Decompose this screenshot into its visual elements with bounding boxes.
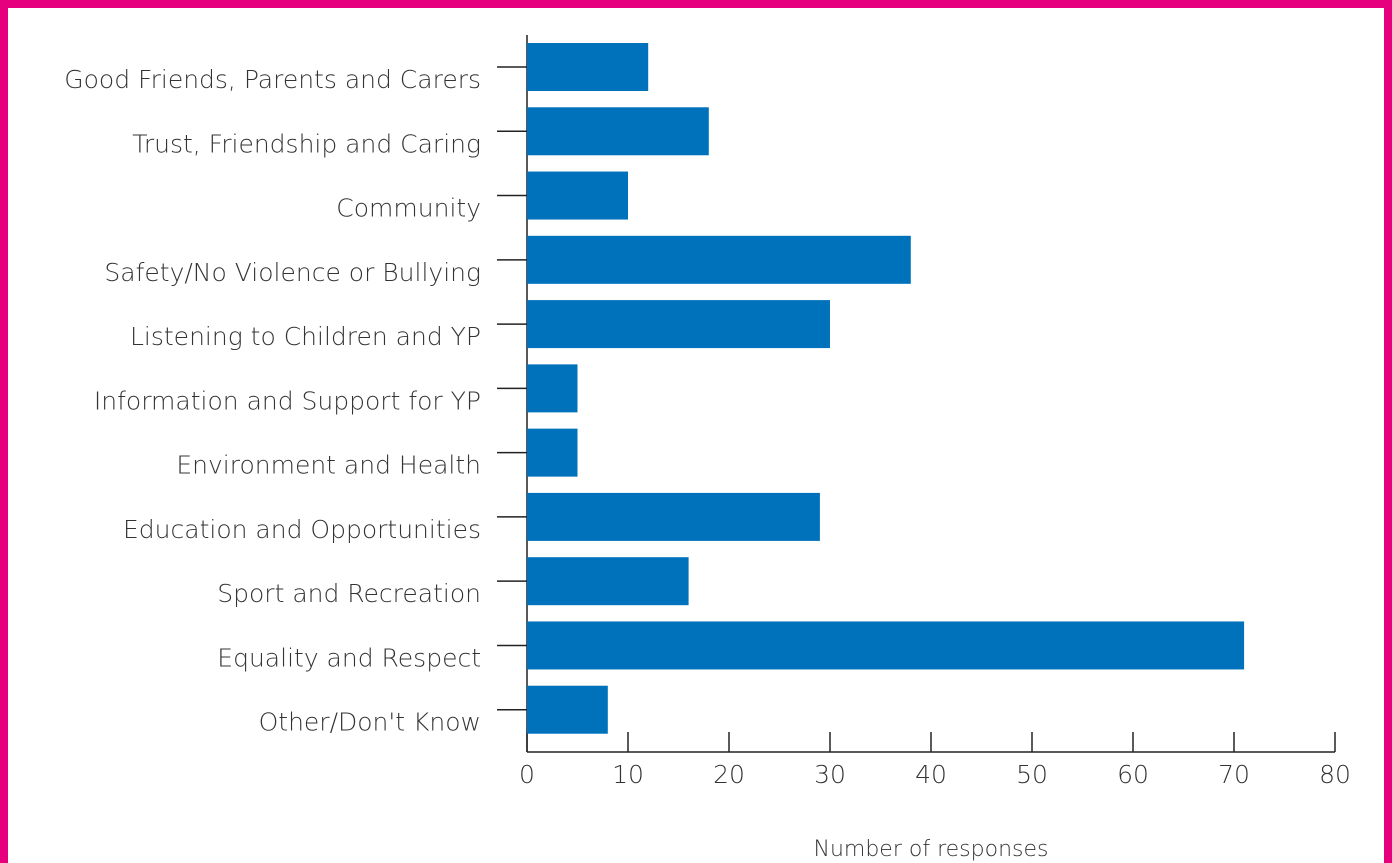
x-tick-label: 60 <box>1117 760 1149 789</box>
y-tick-label: Sport and Recreation <box>217 579 481 608</box>
bar <box>527 428 578 477</box>
x-tick-label: 20 <box>713 760 745 789</box>
x-axis-title: Number of responses <box>814 837 1049 862</box>
y-tick-label: Safety/No Violence or Bullying <box>104 258 481 287</box>
y-tick-label: Information and Support for YP <box>94 386 481 415</box>
x-tick-label: 80 <box>1319 760 1351 789</box>
bar <box>527 107 709 156</box>
bar <box>527 364 578 413</box>
bar <box>527 685 608 734</box>
y-tick-label: Listening to Children and YP <box>130 322 481 351</box>
x-tick-label: 50 <box>1016 760 1048 789</box>
y-tick-label: Other/Don't Know <box>259 708 481 737</box>
y-tick-label: Trust, Friendship and Caring <box>132 129 481 158</box>
x-tick-label: 70 <box>1218 760 1250 789</box>
x-tick-label: 0 <box>519 760 535 789</box>
bar <box>527 492 820 541</box>
y-tick-label: Good Friends, Parents and Carers <box>64 65 481 94</box>
bar <box>527 621 1245 670</box>
bar <box>527 557 689 606</box>
y-tick-label: Education and Opportunities <box>123 515 481 544</box>
y-tick-label: Community <box>336 194 481 223</box>
x-tick-label: 10 <box>612 760 644 789</box>
y-tick-label: Environment and Health <box>176 451 481 480</box>
bar <box>527 235 911 284</box>
bar <box>527 300 830 349</box>
bar <box>527 171 628 220</box>
y-tick-label: Equality and Respect <box>217 643 481 672</box>
x-tick-label: 30 <box>814 760 846 789</box>
x-tick-label: 40 <box>915 760 947 789</box>
bar <box>527 43 649 91</box>
